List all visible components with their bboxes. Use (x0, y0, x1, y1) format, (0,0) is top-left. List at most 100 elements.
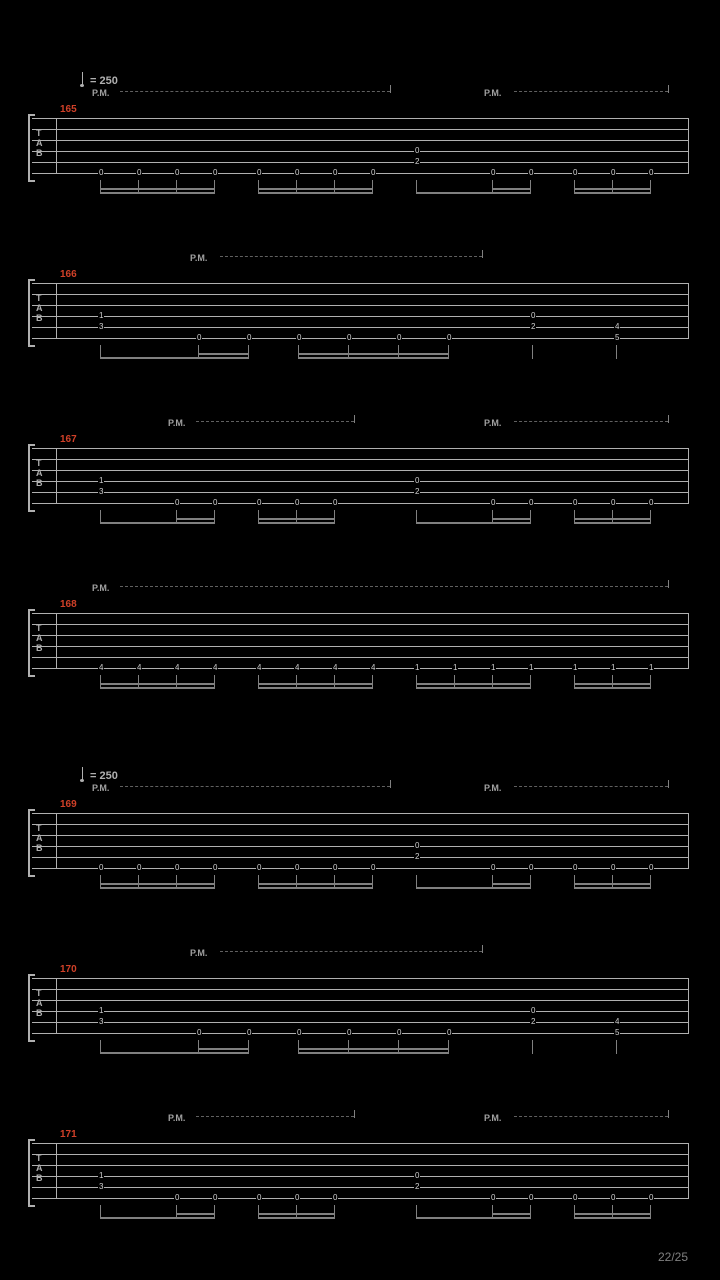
fret-number: 0 (610, 499, 616, 507)
fret-number: 2 (414, 1183, 420, 1191)
pm-label: P.M. (92, 583, 109, 593)
fret-number: 0 (196, 334, 202, 342)
pm-label: P.M. (92, 88, 109, 98)
staff-line (32, 316, 688, 317)
staff-bracket (28, 114, 35, 182)
staff-line (32, 283, 688, 284)
pm-end (668, 85, 669, 93)
fret-number: 0 (174, 1194, 180, 1202)
barline (56, 813, 57, 869)
staff-line (32, 118, 688, 119)
pm-dashes (514, 785, 668, 787)
fret-number: 0 (212, 1194, 218, 1202)
fret-number: 0 (332, 499, 338, 507)
fret-number: 0 (414, 477, 420, 485)
fret-number: 0 (256, 169, 262, 177)
fret-number: 0 (174, 864, 180, 872)
staff-line (32, 492, 688, 493)
barline (688, 448, 689, 504)
fret-number: 0 (610, 169, 616, 177)
staff-line (32, 857, 688, 858)
fret-number: 0 (528, 1194, 534, 1202)
fret-number: 0 (572, 1194, 578, 1202)
tab-clef: TAB (36, 1153, 42, 1183)
staff-line (32, 338, 688, 339)
fret-number: 4 (370, 664, 376, 672)
pm-dashes (514, 420, 668, 422)
fret-number: 0 (346, 1029, 352, 1037)
tempo-mark: = 250 (82, 765, 118, 782)
tab-system: = 250P.M.P.M.165TAB000000000200000 (32, 118, 688, 174)
barline (688, 613, 689, 669)
fret-number: 0 (528, 499, 534, 507)
fret-number: 0 (648, 1194, 654, 1202)
fret-number: 2 (530, 323, 536, 331)
fret-number: 2 (414, 158, 420, 166)
fret-number: 4 (614, 1018, 620, 1026)
fret-number: 0 (256, 864, 262, 872)
pm-label: P.M. (190, 253, 207, 263)
tab-staff: TAB444444441111111 (32, 613, 688, 669)
pm-end (390, 780, 391, 788)
staff-line (32, 1143, 688, 1144)
staff-line (32, 1187, 688, 1188)
fret-number: 3 (98, 1018, 104, 1026)
staff-line (32, 294, 688, 295)
fret-number: 4 (294, 664, 300, 672)
fret-number: 0 (528, 864, 534, 872)
pm-label: P.M. (484, 1113, 501, 1123)
staff-line (32, 657, 688, 658)
fret-number: 3 (98, 1183, 104, 1191)
barline (56, 283, 57, 339)
staff-line (32, 635, 688, 636)
staff-line (32, 824, 688, 825)
fret-number: 0 (446, 1029, 452, 1037)
fret-number: 4 (174, 664, 180, 672)
fret-number: 5 (614, 334, 620, 342)
fret-number: 0 (572, 864, 578, 872)
staff-line (32, 448, 688, 449)
staff-line (32, 1011, 688, 1012)
fret-number: 0 (296, 334, 302, 342)
pm-end (354, 1110, 355, 1118)
fret-number: 1 (452, 664, 458, 672)
tab-clef: TAB (36, 458, 42, 488)
fret-number: 0 (136, 864, 142, 872)
staff-line (32, 151, 688, 152)
fret-number: 4 (136, 664, 142, 672)
fret-number: 0 (446, 334, 452, 342)
staff-bracket (28, 444, 35, 512)
measure-number: 167 (60, 434, 77, 445)
fret-number: 0 (572, 169, 578, 177)
staff-bracket (28, 1139, 35, 1207)
fret-number: 0 (648, 499, 654, 507)
fret-number: 0 (648, 864, 654, 872)
fret-number: 1 (648, 664, 654, 672)
fret-number: 0 (414, 147, 420, 155)
fret-number: 4 (256, 664, 262, 672)
pm-label: P.M. (484, 88, 501, 98)
staff-bracket (28, 279, 35, 347)
fret-number: 0 (246, 334, 252, 342)
fret-number: 0 (332, 169, 338, 177)
staff-line (32, 978, 688, 979)
fret-number: 4 (212, 664, 218, 672)
fret-number: 1 (490, 664, 496, 672)
pm-label: P.M. (168, 418, 185, 428)
staff-line (32, 327, 688, 328)
tab-system: P.M.P.M.167TAB13000000200000 (32, 448, 688, 504)
staff-line (32, 162, 688, 163)
staff-line (32, 173, 688, 174)
fret-number: 0 (572, 499, 578, 507)
pm-label: P.M. (484, 418, 501, 428)
staff-line (32, 868, 688, 869)
fret-number: 0 (196, 1029, 202, 1037)
staff-line (32, 470, 688, 471)
staff-line (32, 813, 688, 814)
fret-number: 0 (294, 1194, 300, 1202)
fret-number: 1 (528, 664, 534, 672)
measure-number: 171 (60, 1129, 77, 1140)
fret-number: 4 (332, 664, 338, 672)
tab-system: P.M.170TAB130000000245 (32, 978, 688, 1034)
fret-number: 0 (212, 169, 218, 177)
